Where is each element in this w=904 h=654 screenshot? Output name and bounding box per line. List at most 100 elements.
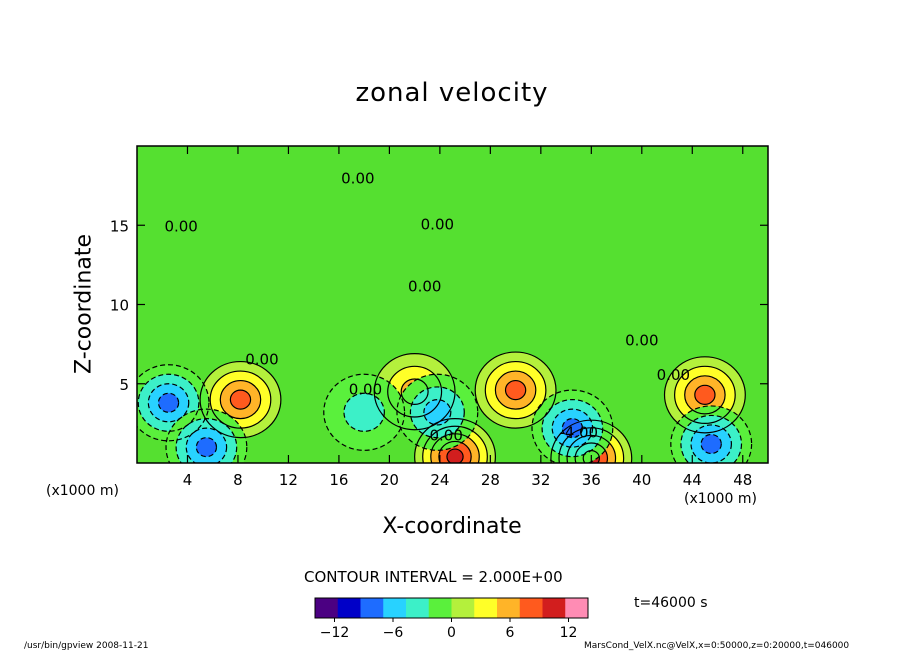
contour-line (663, 356, 746, 434)
contour-line (373, 353, 456, 431)
contour-line (199, 360, 282, 439)
contour-line (185, 427, 228, 463)
contour-label: 0.00 (245, 350, 278, 368)
contour-line (430, 433, 480, 463)
contour-line (474, 351, 557, 429)
negative-anomaly-band (562, 418, 583, 438)
contour-line (484, 360, 547, 420)
positive-anomaly-band (230, 390, 251, 410)
contour-label: 0.00 (429, 426, 462, 444)
contour-line (438, 440, 472, 463)
contour-line (165, 408, 248, 463)
contour-interval: CONTOUR INTERVAL = 2.000E+00 (304, 568, 563, 586)
contour-label: 0.00 (164, 217, 197, 235)
contour-line (400, 378, 429, 405)
colorbar-swatch (360, 598, 384, 618)
x-tick-label: 12 (279, 471, 298, 489)
contour-label: -4.00 (559, 423, 598, 441)
contour-line (494, 370, 537, 410)
x-tick-label: 24 (430, 471, 449, 489)
contour-line (423, 399, 452, 426)
contour-line (446, 448, 464, 463)
y-axis-label: Z-coordinate (71, 234, 97, 374)
contour-line (531, 389, 614, 463)
x-tick-label: 44 (683, 471, 702, 489)
contour-line (684, 375, 726, 415)
colorbar-swatch (474, 598, 498, 618)
colorbar-swatch (542, 598, 566, 618)
footer-left: /usr/bin/gpview 2008-11-21 (24, 641, 149, 651)
colorbar-swatch (519, 598, 543, 618)
contour-label: 0.00 (421, 216, 454, 234)
x-tick-label: 32 (531, 471, 550, 489)
contour-line (574, 442, 609, 463)
y-tick-label: 15 (110, 217, 129, 235)
contour-line (680, 414, 743, 463)
contour-line (551, 408, 594, 448)
contour-line (558, 427, 625, 463)
contour-line (137, 373, 200, 432)
colorbar-swatch (428, 598, 452, 618)
contour-line (561, 418, 584, 439)
colorbar-tick-label: 6 (506, 625, 515, 641)
contour-label: 0.00 (625, 331, 658, 349)
negative-anomaly-band (701, 434, 722, 454)
contour-line (422, 425, 488, 463)
negative-anomaly-band (423, 399, 451, 425)
contour-line (209, 370, 272, 429)
contour-line (674, 365, 736, 424)
colorbar-swatch (315, 598, 339, 618)
contour-line (504, 379, 527, 401)
contour-line (694, 384, 716, 405)
contour-line (157, 392, 180, 413)
y-tick-label: 10 (110, 297, 129, 315)
contour-line (670, 405, 753, 463)
contour-line (175, 418, 238, 463)
contour-line (343, 392, 385, 432)
x-unit-left: (x1000 m) (46, 483, 119, 499)
contour-line (700, 433, 722, 455)
x-tick-label: 4 (183, 471, 193, 489)
colorbar-swatch (337, 598, 361, 618)
colorbar-tick-label: −12 (320, 625, 350, 641)
colorbar: −12 −6 0 6 12 (314, 597, 589, 641)
contour-line (387, 365, 443, 418)
contour-line (147, 383, 190, 423)
positive-anomaly-band (505, 380, 526, 400)
negative-anomaly-band (196, 437, 217, 457)
contour-label: 0.00 (657, 366, 690, 384)
footer-right: MarsCond_VelX.nc@VelX,x=0:50000,z=0:2000… (584, 641, 850, 651)
colorbar-tick-label: −6 (383, 625, 404, 641)
contour-line (414, 418, 496, 463)
colorbar-tick-label: 0 (447, 625, 456, 641)
x-tick-label: 20 (380, 471, 399, 489)
chart-title: zonal velocity (355, 78, 549, 108)
x-axis-label: X-coordinate (382, 514, 522, 539)
time-label: t=46000 s (634, 595, 708, 611)
negative-anomaly-band (343, 393, 385, 432)
contour-line (396, 373, 479, 451)
contour-label: 0.00 (349, 381, 382, 399)
negative-anomaly-band (158, 393, 179, 413)
contour-line (195, 437, 218, 458)
contour-label: 0.00 (408, 277, 441, 295)
x-tick-label: 40 (632, 471, 651, 489)
colorbar-swatch (565, 598, 589, 618)
positive-anomaly-band (694, 385, 715, 405)
contour-line (690, 424, 732, 463)
y-tick-label: 5 (119, 376, 129, 394)
contour-line (137, 364, 210, 442)
contour-line (566, 434, 617, 463)
contour-line (541, 399, 604, 458)
x-tick-label: 48 (733, 471, 752, 489)
x-tick-label: 8 (233, 471, 243, 489)
contour-label: 0.00 (341, 170, 374, 188)
positive-anomaly-band (446, 449, 464, 463)
contour-line (229, 389, 252, 410)
velocity-field (137, 352, 752, 463)
colorbar-tick-label: 12 (560, 625, 578, 641)
colorbar-swatch (497, 598, 521, 618)
contour-line (409, 386, 465, 439)
